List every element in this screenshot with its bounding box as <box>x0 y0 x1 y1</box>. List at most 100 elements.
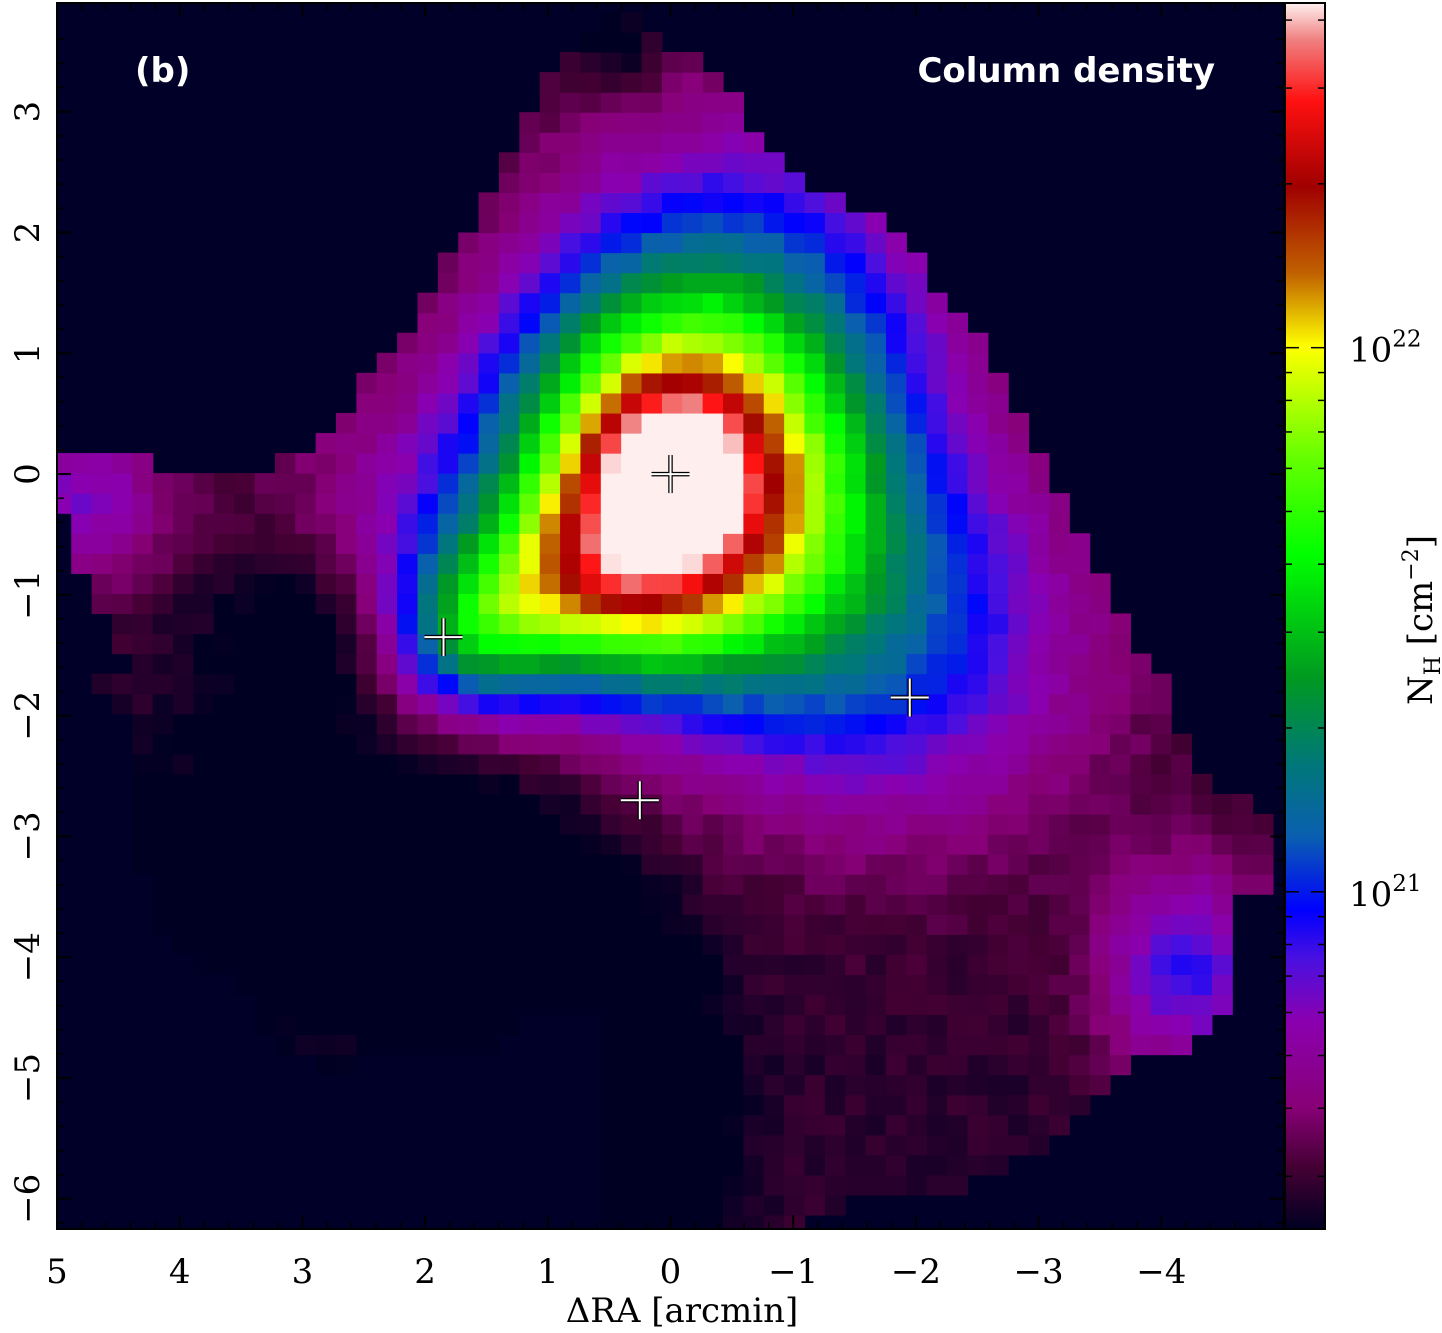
heatmap-cell <box>885 292 907 314</box>
heatmap-cell <box>254 753 276 775</box>
heatmap-cell <box>926 974 948 996</box>
heatmap-cell <box>702 312 724 334</box>
heatmap-cell <box>173 473 195 494</box>
heatmap-cell <box>1130 673 1152 695</box>
heatmap-cell <box>274 593 296 615</box>
heatmap-cell <box>111 553 133 574</box>
heatmap-cell <box>336 954 357 975</box>
heatmap-cell <box>519 252 541 274</box>
heatmap-cell <box>784 673 806 695</box>
heatmap-cell <box>1110 994 1131 1016</box>
heatmap-cell <box>1150 793 1172 815</box>
heatmap-cell <box>336 553 357 574</box>
heatmap-cell <box>274 874 296 895</box>
heatmap-cell <box>600 834 622 855</box>
heatmap-cell <box>458 613 480 635</box>
heatmap-cell <box>702 813 724 835</box>
heatmap-cell <box>417 453 439 474</box>
heatmap-cell <box>763 352 785 374</box>
heatmap-cell <box>397 633 419 655</box>
heatmap-cell <box>987 874 1009 895</box>
heatmap-cell <box>580 433 602 454</box>
heatmap-cell <box>763 1114 785 1136</box>
heatmap-cell <box>376 352 398 374</box>
heatmap-cell <box>763 633 785 655</box>
heatmap-cell <box>661 1154 683 1176</box>
heatmap-cell <box>458 894 480 915</box>
heatmap-cell <box>824 1134 846 1156</box>
heatmap-cell <box>560 513 582 534</box>
heatmap-cell <box>1048 1034 1070 1056</box>
heatmap-cell <box>600 1134 622 1156</box>
heatmap-cell <box>804 1134 826 1156</box>
heatmap-cell <box>173 713 195 735</box>
heatmap-cell <box>1048 1094 1070 1116</box>
heatmap-cell <box>987 473 1009 494</box>
heatmap-cell <box>254 854 276 875</box>
heatmap-cell <box>152 653 174 675</box>
heatmap-cell <box>1008 874 1030 895</box>
heatmap-cell <box>1171 994 1193 1016</box>
heatmap-cell <box>804 1174 826 1196</box>
heatmap-cell <box>926 332 948 354</box>
heatmap-cell <box>885 1074 907 1096</box>
heatmap-cell <box>641 1094 663 1116</box>
heatmap-cell <box>824 1074 846 1096</box>
heatmap-cell <box>132 834 154 855</box>
heatmap-cell <box>295 693 317 715</box>
heatmap-cell <box>315 453 337 474</box>
heatmap-cell <box>356 733 378 755</box>
heatmap-cell <box>824 753 846 775</box>
heatmap-cell <box>336 533 357 554</box>
heatmap-cell <box>539 854 561 875</box>
heatmap-cell <box>234 974 256 996</box>
heatmap-cell <box>661 1094 683 1116</box>
heatmap-cell <box>234 954 256 975</box>
heatmap-cell <box>1150 1034 1172 1056</box>
heatmap-cell <box>743 272 765 294</box>
heatmap-cell <box>621 92 643 113</box>
heatmap-cell <box>132 593 154 615</box>
heatmap-cell <box>804 312 826 334</box>
heatmap-cell <box>458 753 480 775</box>
heatmap-cell <box>193 493 215 514</box>
heatmap-cell <box>560 152 582 173</box>
heatmap-cell <box>336 633 357 655</box>
heatmap-cell <box>967 433 989 454</box>
source-marker-3 <box>620 781 659 820</box>
heatmap-cell <box>376 1014 398 1036</box>
heatmap-cell <box>682 613 704 635</box>
heatmap-cell <box>458 493 480 514</box>
heatmap-cell <box>763 653 785 675</box>
heatmap-cell <box>804 473 826 494</box>
heatmap-cell <box>906 533 928 554</box>
heatmap-cell <box>1008 813 1030 835</box>
heatmap-cell <box>967 1054 989 1076</box>
heatmap-cell <box>885 533 907 554</box>
heatmap-cell <box>661 192 683 214</box>
heatmap-cell <box>600 673 622 695</box>
heatmap-cell <box>173 773 195 795</box>
heatmap-cell <box>376 372 398 394</box>
heatmap-cell <box>1232 854 1254 875</box>
heatmap-cell <box>967 894 989 915</box>
heatmap-cell <box>926 553 948 574</box>
heatmap-cell <box>295 994 317 1016</box>
heatmap-cell <box>967 1094 989 1116</box>
heatmap-cell <box>723 1214 744 1229</box>
heatmap-cell <box>560 112 582 133</box>
heatmap-cell <box>193 513 215 534</box>
heatmap-cell <box>498 473 520 494</box>
heatmap-cell <box>1008 553 1030 574</box>
heatmap-cell <box>1089 633 1111 655</box>
heatmap-cell <box>641 92 663 113</box>
heatmap-cell <box>1028 1074 1050 1096</box>
heatmap-cell <box>743 533 765 554</box>
heatmap-cell <box>356 493 378 514</box>
heatmap-cell <box>498 793 520 815</box>
heatmap-cell <box>376 894 398 915</box>
heatmap-cell <box>580 192 602 214</box>
heatmap-cell <box>845 994 867 1016</box>
heatmap-cell <box>1008 473 1030 494</box>
heatmap-cell <box>1048 573 1070 595</box>
